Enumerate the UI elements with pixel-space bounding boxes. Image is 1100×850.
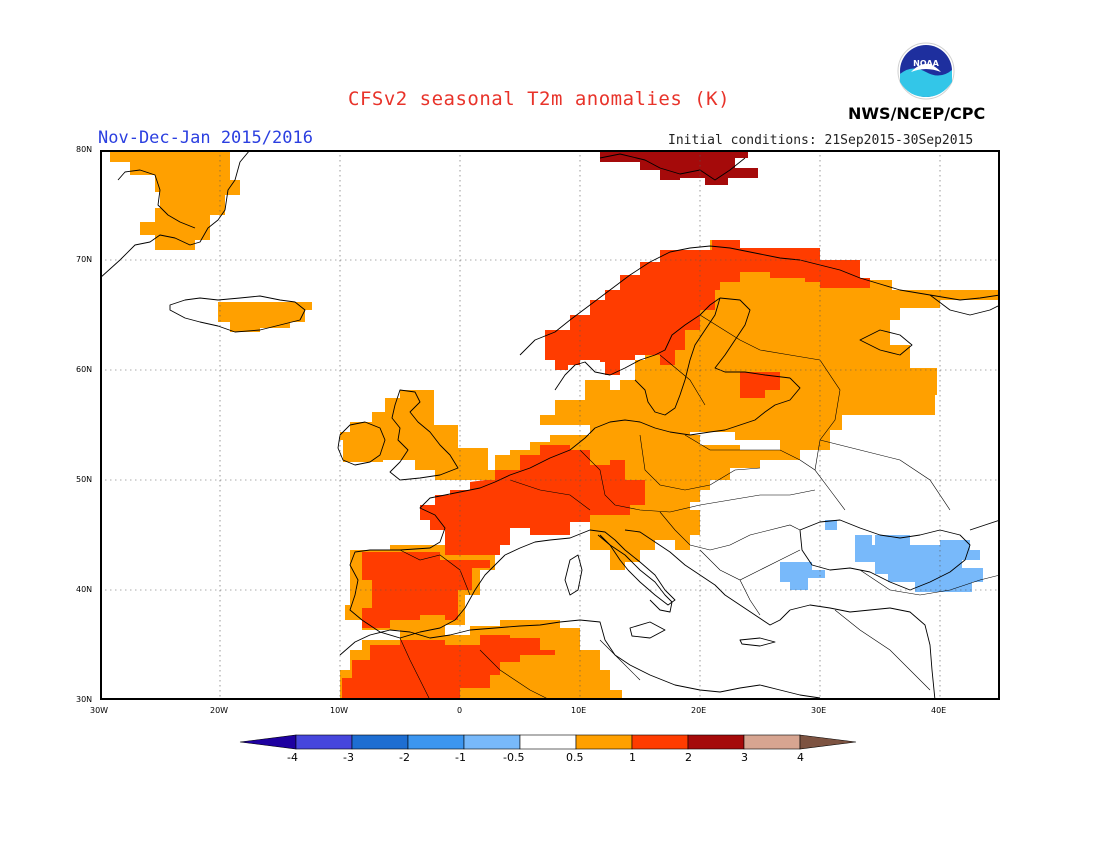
initial-conditions: Initial conditions: 21Sep2015-30Sep2015 [668,133,974,148]
colorbar-box [407,734,465,750]
anomaly-caucasus-blue [825,520,837,530]
lat-label: 80N [76,145,93,154]
colorbar-label: 4 [797,751,804,764]
lon-label: 10W [330,706,349,715]
lat-label: 30N [76,695,93,704]
lon-label: 30E [811,706,827,715]
forecast-period: Nov-Dec-Jan 2015/2016 [98,128,313,148]
anomaly-british-isles [340,390,488,480]
colorbar-arrow-right [799,734,857,750]
anomaly-northern-europe [540,240,1000,450]
lon-label: 40E [931,706,947,715]
lon-label: 30W [90,706,109,715]
anomaly-iceland [218,302,312,332]
anomaly-turkey-blue [780,562,825,590]
anomaly-baltic-red [740,372,780,398]
anomaly-map [100,150,1000,700]
lat-label: 40N [76,585,93,594]
colorbar-label: 0.5 [566,751,584,764]
colorbar-label: 1 [629,751,636,764]
anomaly-greenland [110,150,240,250]
colorbar-label: -2 [399,751,410,764]
map-frame [100,150,1000,700]
anomaly-france-alps [420,445,645,555]
colorbar [239,734,857,750]
anomaly-fill-layer [110,150,1000,700]
logo-text: NOAA [913,59,939,68]
lat-label: 70N [76,255,93,264]
colorbar-box [519,734,577,750]
colorbar-box [743,734,801,750]
colorbar-label: 3 [741,751,748,764]
colorbar-label: 2 [685,751,692,764]
colorbar-box [687,734,745,750]
colorbar-arrow-left [239,734,297,750]
colorbar-box [463,734,521,750]
noaa-logo-icon: NOAA [897,42,955,100]
colorbar-box [295,734,353,750]
colorbar-label: -0.5 [503,751,525,764]
grid-layer [100,150,1000,700]
border-layer [399,314,1000,700]
colorbar-label: -3 [343,751,354,764]
lon-label: 20W [210,706,229,715]
anomaly-black-sea-blue [855,535,983,592]
coastline-layer [100,150,1000,700]
anomaly-north-africa-red [342,635,555,700]
colorbar-box [351,734,409,750]
lat-label: 60N [76,365,93,374]
colorbar-label: -1 [455,751,466,764]
colorbar-box [575,734,633,750]
agency-label: NWS/NCEP/CPC [848,104,986,123]
lon-label: 20E [691,706,707,715]
lat-label: 50N [76,475,93,484]
colorbar-box [631,734,689,750]
chart-title: CFSv2 seasonal T2m anomalies (K) [348,88,731,110]
lon-label: 0 [457,706,463,715]
lon-label: 10E [571,706,587,715]
colorbar-label: -4 [287,751,298,764]
